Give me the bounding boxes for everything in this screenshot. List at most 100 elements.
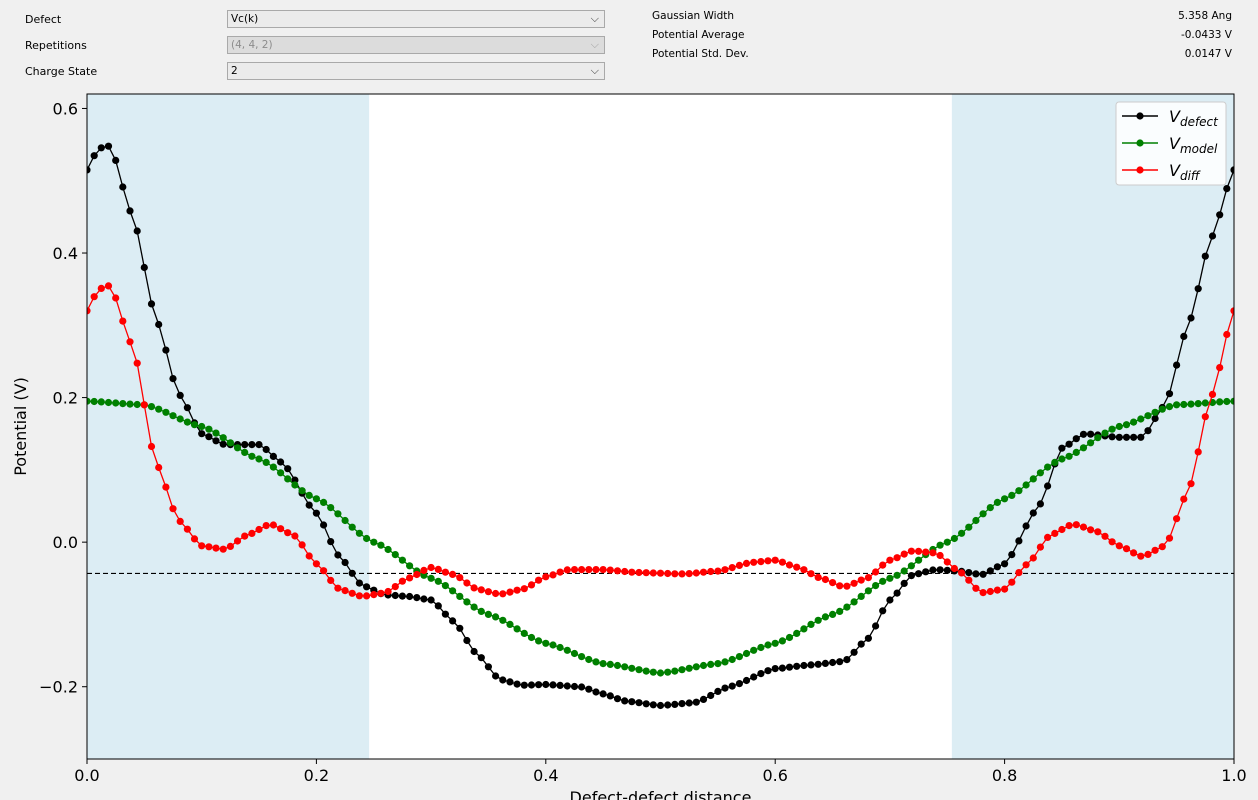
data-point-defect (893, 589, 901, 597)
data-point-defect (1065, 440, 1073, 448)
data-point-defect (198, 430, 206, 438)
data-point-defect (140, 263, 148, 272)
data-point-diff (613, 567, 622, 575)
data-point-model (1036, 469, 1044, 477)
data-point-diff (377, 589, 385, 597)
data-point-model (685, 664, 693, 672)
data-point-diff (742, 559, 751, 568)
data-point-model (398, 556, 406, 564)
data-point-defect (363, 583, 371, 591)
data-point-diff (907, 547, 916, 555)
data-point-diff (499, 590, 507, 598)
data-point-diff (1165, 534, 1174, 542)
data-point-model (1044, 463, 1052, 471)
data-point-diff (183, 525, 191, 533)
data-point-defect (456, 624, 464, 632)
data-point-diff (104, 282, 113, 290)
data-point-defect (155, 320, 163, 329)
data-point-model (449, 587, 457, 595)
data-point-defect (707, 691, 715, 700)
data-point-diff (97, 284, 105, 292)
data-point-model (635, 666, 643, 674)
data-point-defect (398, 592, 406, 600)
series-group (87, 142, 1234, 710)
data-point-model (707, 660, 715, 669)
data-point-model (1079, 444, 1088, 452)
data-point-diff (269, 521, 277, 529)
data-point-diff (334, 584, 342, 592)
data-point-diff (212, 544, 220, 552)
data-point-model (535, 637, 543, 645)
legend-label-model: Vmodel (1169, 134, 1218, 156)
data-point-defect (1079, 430, 1088, 438)
data-point-model (1087, 439, 1095, 447)
data-point-model (613, 661, 622, 670)
data-point-diff (993, 586, 1002, 594)
data-point-diff (628, 568, 636, 576)
data-point-model (1029, 475, 1037, 483)
data-point-defect (807, 661, 815, 669)
data-point-model (370, 538, 378, 546)
data-point-diff (87, 307, 91, 315)
data-point-defect (406, 592, 414, 601)
repetitions-select-value: (4, 4, 2) (231, 39, 273, 51)
data-point-diff (979, 589, 987, 597)
data-point-defect (979, 570, 987, 578)
data-point-model (262, 458, 270, 466)
chevron-down-icon: ⌵ (590, 64, 599, 77)
charge-state-select[interactable]: 2 ⌵ (227, 62, 605, 80)
data-point-defect (757, 670, 765, 678)
data-point-diff (391, 583, 399, 591)
data-point-diff (958, 569, 966, 577)
legend-marker-diff (1136, 166, 1144, 174)
data-point-model (277, 469, 285, 477)
data-point-model (363, 534, 371, 543)
data-point-diff (1180, 495, 1188, 503)
data-point-diff (277, 525, 285, 533)
data-point-defect (391, 591, 399, 600)
data-point-diff (821, 575, 830, 584)
data-point-model (1216, 398, 1224, 406)
data-point-model (570, 649, 579, 658)
data-point-model (226, 439, 234, 447)
data-point-model (671, 667, 679, 675)
data-point-diff (649, 569, 657, 577)
data-point-diff (1144, 550, 1152, 559)
data-point-model (233, 444, 242, 452)
data-point-diff (147, 442, 156, 451)
legend-label-defect: Vdefect (1169, 107, 1219, 129)
data-point-diff (943, 558, 951, 566)
defect-select[interactable]: Vc(k) ⌵ (227, 10, 605, 28)
data-point-defect (628, 698, 636, 706)
data-point-defect (750, 673, 758, 681)
data-point-defect (126, 207, 134, 215)
data-point-diff (922, 548, 930, 556)
data-point-defect (449, 617, 457, 625)
data-point-defect (176, 391, 184, 399)
data-point-diff (807, 570, 815, 578)
data-point-defect (434, 602, 442, 610)
data-point-diff (1094, 528, 1102, 536)
data-point-diff (355, 592, 363, 600)
data-point-model (527, 633, 536, 642)
data-point-diff (1137, 552, 1145, 560)
data-point-diff (936, 551, 944, 560)
data-point-defect (262, 445, 270, 454)
data-point-defect (714, 687, 722, 696)
data-point-diff (155, 463, 163, 472)
data-point-model (406, 562, 414, 570)
data-point-defect (1151, 414, 1159, 423)
data-point-model (499, 616, 507, 624)
data-point-defect (320, 521, 328, 529)
data-point-model (843, 603, 851, 611)
data-point-defect (441, 610, 449, 618)
data-point-defect (649, 701, 657, 709)
data-point-model (764, 641, 772, 649)
data-point-model (520, 629, 528, 638)
data-point-model (664, 668, 672, 676)
data-point-diff (112, 294, 120, 302)
data-point-defect (907, 572, 916, 580)
data-point-diff (190, 535, 199, 543)
potential-average-value: -0.0433 V (1180, 29, 1232, 41)
